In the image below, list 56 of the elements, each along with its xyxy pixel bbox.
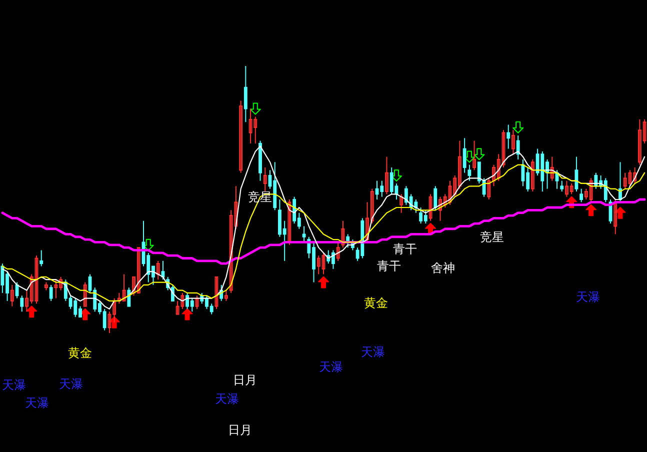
text: 天瀑 <box>59 377 83 391</box>
text: 日月 <box>233 373 257 387</box>
point <box>586 204 597 216</box>
candlestick <box>244 66 248 123</box>
annotation: 舍神 <box>431 261 455 275</box>
annotation: 青干 <box>377 259 401 273</box>
candlestick <box>239 100 243 174</box>
candlestick <box>49 284 53 302</box>
text: 天瀑 <box>25 396 49 410</box>
text: 天瀑 <box>361 345 385 359</box>
point <box>26 306 38 318</box>
annotation: 黄金 <box>364 296 388 310</box>
candlestick <box>127 287 131 307</box>
text: 日月 <box>228 423 252 437</box>
annotation: 青干 <box>393 242 417 256</box>
text: 天瀑 <box>2 378 26 392</box>
candlestick <box>472 140 476 171</box>
candlestick <box>428 194 432 222</box>
annotation: 天瀑 <box>576 290 600 304</box>
candlestick <box>214 276 218 310</box>
annotation: 竞星 <box>480 230 504 244</box>
candlestick <box>40 250 44 267</box>
candlestick <box>580 188 584 203</box>
candlestick <box>195 295 199 310</box>
candlestick <box>156 260 160 280</box>
candlestick <box>468 164 472 182</box>
candlestick <box>302 226 306 243</box>
point <box>474 148 485 160</box>
point <box>250 102 261 115</box>
candlestick <box>341 220 345 248</box>
point <box>182 308 193 320</box>
candlestick <box>10 284 14 307</box>
candlestick <box>550 156 554 182</box>
candlestick <box>506 124 510 150</box>
candlestick <box>560 180 564 192</box>
candlestick <box>512 130 515 155</box>
candlestick <box>614 199 618 235</box>
point <box>318 276 329 288</box>
candlestick <box>434 186 438 211</box>
candlestick <box>462 138 466 174</box>
annotation: 竞星 <box>248 190 272 204</box>
text: 黄金 <box>68 346 92 360</box>
candlestick <box>288 199 292 246</box>
candlestick <box>263 166 267 192</box>
candlestick <box>516 134 520 160</box>
candlestick <box>224 290 228 302</box>
point <box>614 206 626 219</box>
candlestick <box>530 158 534 192</box>
candlestick <box>20 295 24 312</box>
candlestick <box>385 156 388 195</box>
point <box>512 121 524 134</box>
candlestick <box>400 194 404 214</box>
candlestick <box>83 282 87 307</box>
text: 天瀑 <box>319 360 343 374</box>
candlestick <box>336 242 340 262</box>
text: 天瀑 <box>215 392 239 406</box>
